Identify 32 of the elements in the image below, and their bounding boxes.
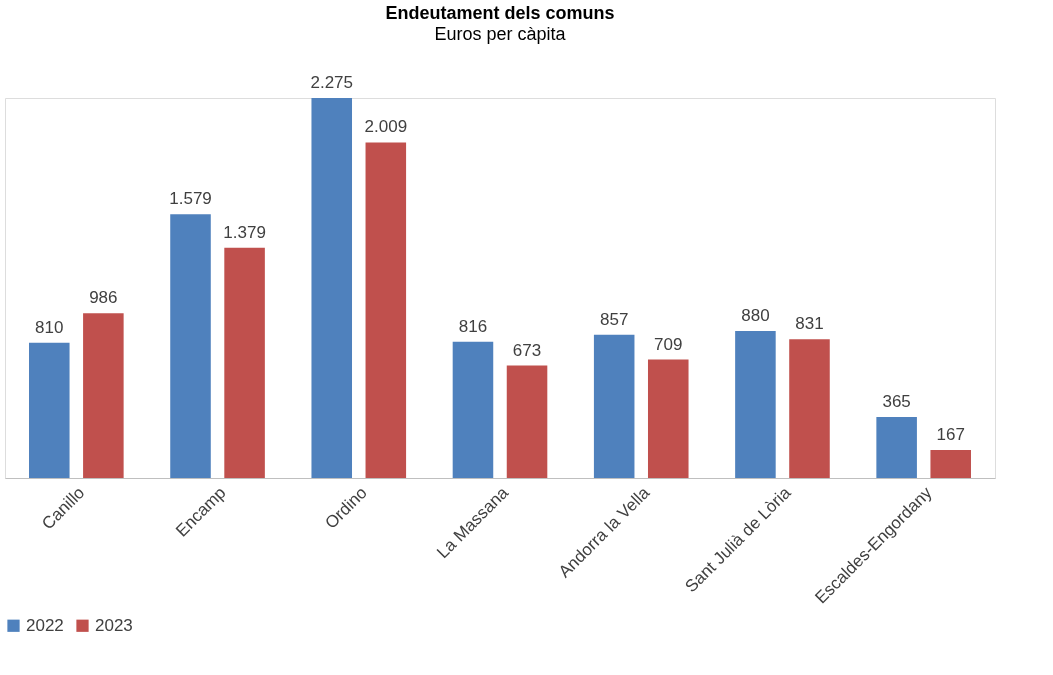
bar <box>930 450 971 478</box>
legend-label: 2022 <box>26 615 64 635</box>
bar <box>170 214 211 478</box>
bar <box>224 247 265 478</box>
bar <box>789 339 830 478</box>
data-label: 167 <box>936 425 965 445</box>
data-label: 1.579 <box>169 189 212 209</box>
bar <box>311 98 353 478</box>
data-label: 1.379 <box>223 222 266 242</box>
bar <box>452 341 494 478</box>
data-label: 810 <box>35 317 64 337</box>
data-label: 880 <box>741 306 770 326</box>
data-label: 857 <box>600 309 629 329</box>
data-label: 365 <box>882 392 911 412</box>
bar <box>593 334 635 478</box>
data-label: 2.009 <box>364 117 408 137</box>
data-label: 2.275 <box>310 73 354 92</box>
chart-subtitle: Euros per càpita <box>434 24 567 44</box>
chart-title: Endeutament dels comuns <box>385 3 615 23</box>
bar <box>647 359 689 478</box>
bar <box>365 142 407 478</box>
bar <box>83 313 124 478</box>
data-label: 816 <box>458 316 488 336</box>
bar <box>735 331 776 478</box>
data-label: 986 <box>89 288 118 308</box>
bar <box>506 365 548 478</box>
data-label: 709 <box>654 334 683 354</box>
data-label: 831 <box>795 314 824 334</box>
legend-label: 2023 <box>95 615 133 635</box>
bar <box>29 342 70 478</box>
data-label: 673 <box>512 340 542 360</box>
bar <box>876 417 917 478</box>
